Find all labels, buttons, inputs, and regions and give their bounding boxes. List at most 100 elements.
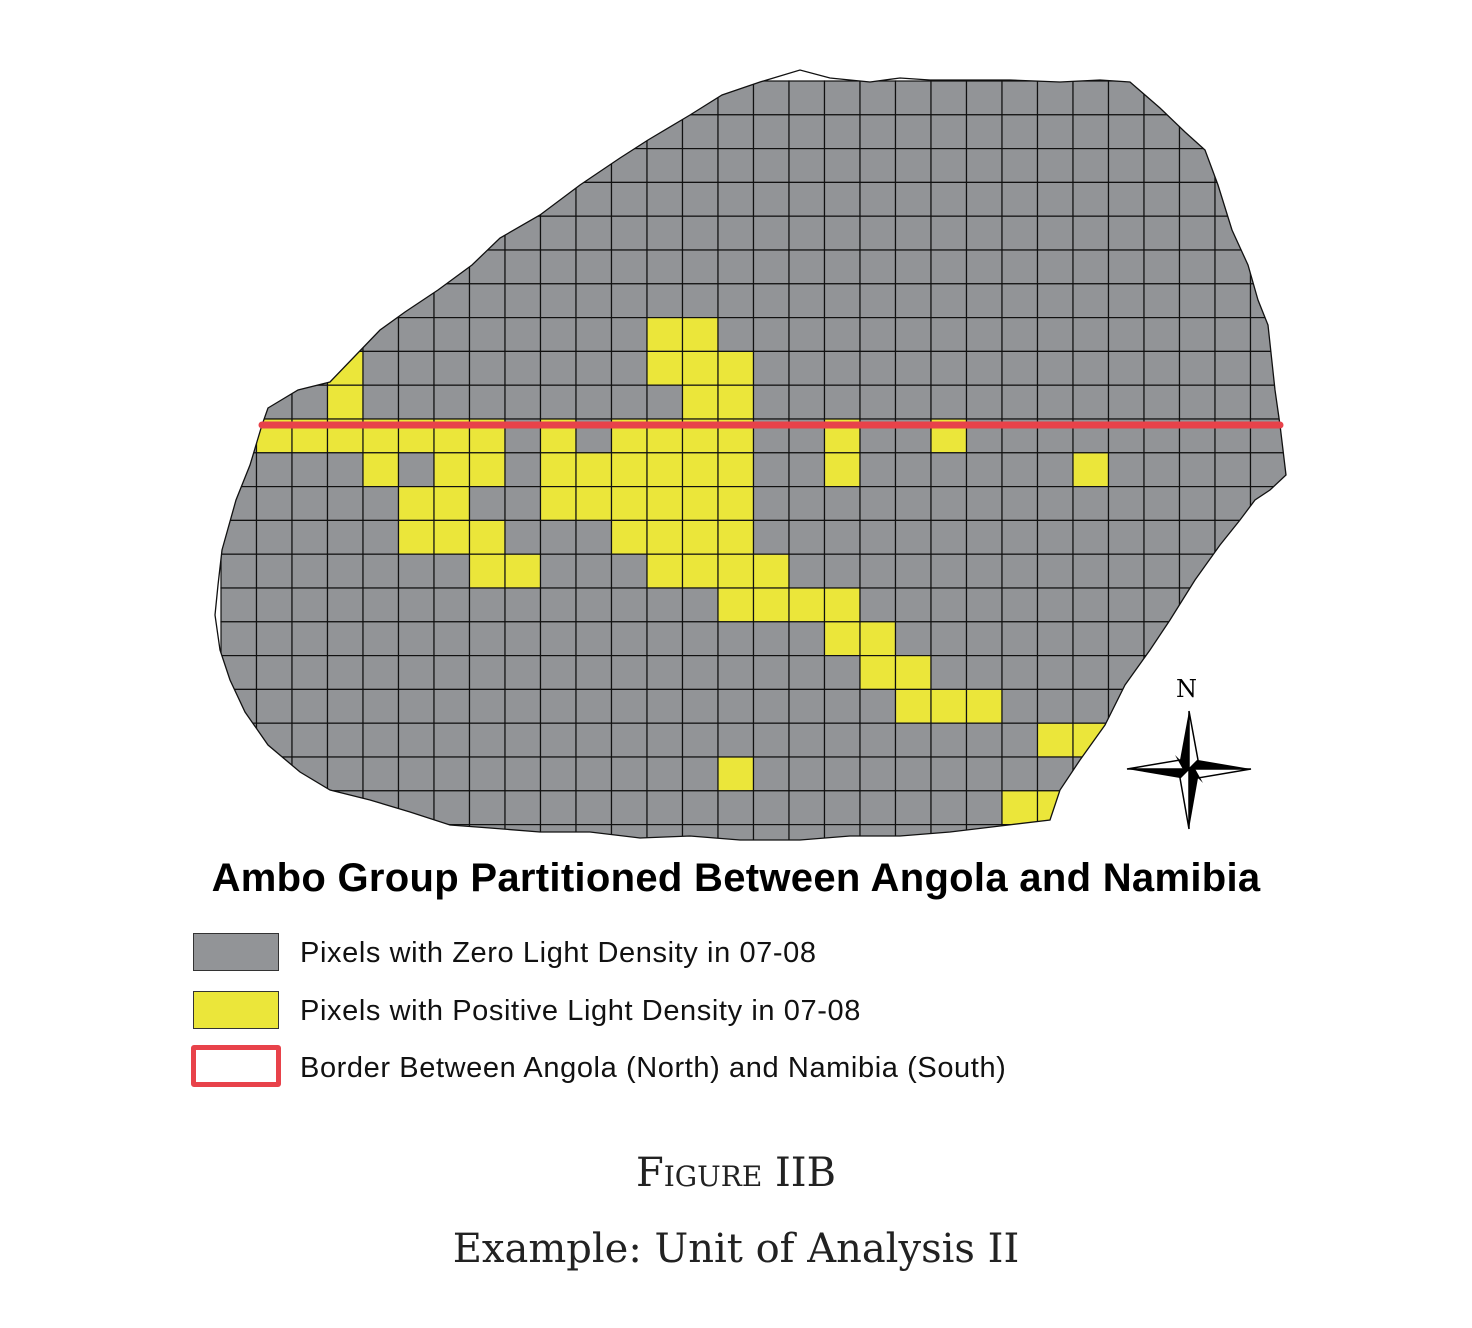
pixel-cell-zero-light [1036,519,1074,555]
pixel-cell-zero-light [930,215,968,251]
pixel-cell-zero-light [504,722,542,758]
pixel-cell-zero-light [894,148,932,184]
pixel-cell-positive-light [894,688,932,724]
pixel-cell-zero-light [788,621,826,657]
pixel-cell-zero-light [823,283,861,319]
pixel-cell-zero-light [1036,350,1074,386]
pixel-cell-zero-light [291,452,329,488]
pixel-cell-zero-light [894,384,932,420]
pixel-cell-positive-light [539,452,577,488]
pixel-cell-zero-light [220,181,258,217]
pixel-cell-zero-light [610,317,648,353]
pixel-cell-zero-light [717,148,755,184]
pixel-cell-zero-light [1249,181,1286,217]
pixel-cell-zero-light [326,114,364,150]
pixel-cell-zero-light [823,317,861,353]
pixel-cell-zero-light [681,790,719,826]
pixel-cell-zero-light [930,283,968,319]
pixel-cell-zero-light [326,148,364,184]
pixel-cell-zero-light [397,317,435,353]
pixel-cell-zero-light [220,553,258,589]
pixel-cell-zero-light [752,249,790,285]
pixel-cell-positive-light [717,519,755,555]
pixel-cell-zero-light [1249,317,1286,353]
pixel-cell-zero-light [575,519,613,555]
pixel-cell-zero-light [894,215,932,251]
pixel-cell-zero-light [646,722,684,758]
pixel-cell-zero-light [326,249,364,285]
legend-swatch-yellow [193,991,279,1029]
pixel-cell-zero-light [788,215,826,251]
pixel-cell-zero-light [326,688,364,724]
pixel-cell-zero-light [681,114,719,150]
pixel-cell-zero-light [1107,790,1145,826]
pixel-cell-zero-light [752,80,790,116]
pixel-cell-zero-light [575,181,613,217]
pixel-cell-zero-light [681,249,719,285]
pixel-cell-zero-light [965,654,1003,690]
pixel-cell-zero-light [539,384,577,420]
pixel-cell-zero-light [397,114,435,150]
pixel-cell-zero-light [539,587,577,623]
pixel-cell-zero-light [1107,452,1145,488]
pixel-cell-zero-light [859,215,897,251]
pixel-cell-zero-light [468,249,506,285]
figure-caption: Example: Unit of Analysis II [452,1226,1020,1272]
pixel-cell-zero-light [220,654,258,690]
pixel-cell-zero-light [1036,756,1074,792]
pixel-cell-zero-light [575,823,613,840]
pixel-cell-zero-light [752,181,790,217]
pixel-cell-zero-light [539,283,577,319]
pixel-cell-zero-light [788,148,826,184]
pixel-cell-zero-light [575,587,613,623]
pixel-cell-zero-light [1143,283,1181,319]
pixel-cell-positive-light [717,587,755,623]
pixel-cell-zero-light [930,486,968,522]
pixel-cell-zero-light [1072,823,1110,840]
pixel-cell-positive-light [859,654,897,690]
pixel-cell-zero-light [468,486,506,522]
pixel-cell-zero-light [610,587,648,623]
pixel-cell-zero-light [1249,587,1286,623]
pixel-cell-zero-light [681,283,719,319]
pixel-cell-zero-light [752,384,790,420]
pixel-cell-zero-light [610,249,648,285]
pixel-cell-zero-light [1001,317,1039,353]
pixel-cell-zero-light [646,756,684,792]
pixel-cell-zero-light [220,384,258,420]
pixel-cell-positive-light [717,350,755,386]
pixel-cell-zero-light [965,350,1003,386]
pixel-cell-zero-light [291,519,329,555]
pixel-cell-zero-light [362,519,400,555]
pixel-cell-zero-light [255,722,293,758]
pixel-cell-zero-light [1036,553,1074,589]
pixel-cell-zero-light [859,249,897,285]
ambo-group-map [214,69,1287,841]
pixel-cell-zero-light [1214,688,1252,724]
pixel-cell-zero-light [717,249,755,285]
pixel-cell-zero-light [681,823,719,840]
pixel-cell-zero-light [1143,384,1181,420]
pixel-cell-zero-light [326,519,364,555]
pixel-cell-zero-light [1178,80,1216,116]
pixel-cell-zero-light [752,519,790,555]
pixel-cell-positive-light [362,452,400,488]
pixel-cell-zero-light [1036,317,1074,353]
pixel-cell-zero-light [752,756,790,792]
pixel-cell-zero-light [433,587,471,623]
pixel-cell-zero-light [468,654,506,690]
pixel-cell-zero-light [397,384,435,420]
pixel-cell-zero-light [255,688,293,724]
pixel-cell-zero-light [859,790,897,826]
pixel-cell-zero-light [930,823,968,840]
pixel-cell-zero-light [717,688,755,724]
pixel-cell-zero-light [326,756,364,792]
pixel-cell-zero-light [930,756,968,792]
pixel-cell-zero-light [433,384,471,420]
pixel-cell-positive-light [930,688,968,724]
pixel-cell-zero-light [397,790,435,826]
pixel-cell-zero-light [930,654,968,690]
pixel-cell-zero-light [646,215,684,251]
pixel-cell-zero-light [1143,452,1181,488]
figure-label: Figure IIB [635,1150,836,1196]
